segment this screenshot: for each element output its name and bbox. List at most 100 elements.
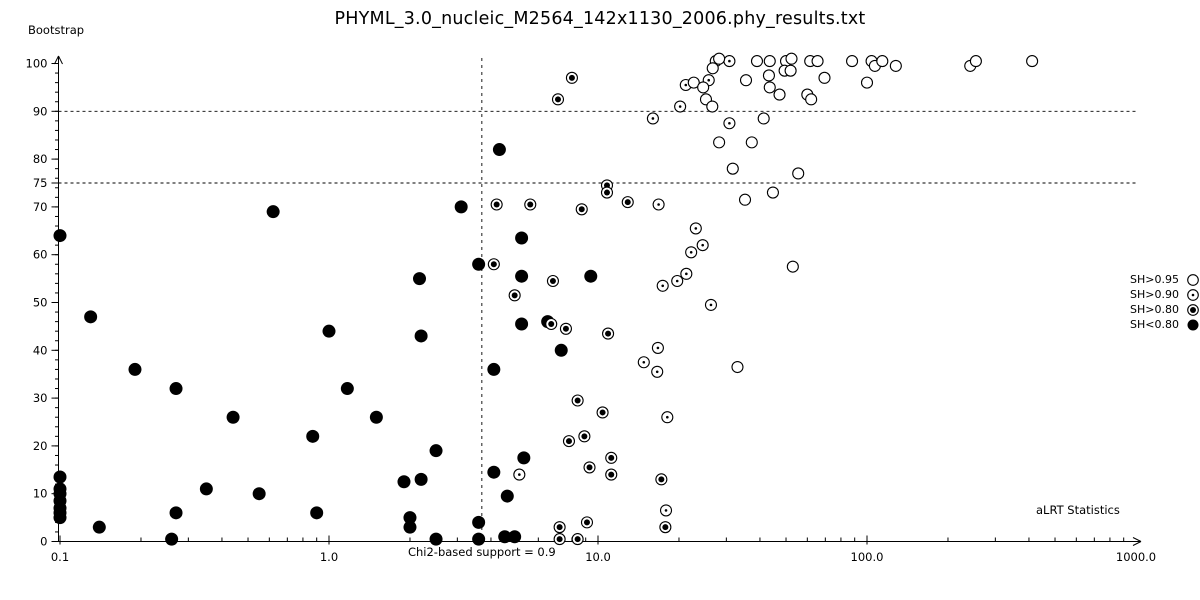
data-point-bullseye-circle (602, 327, 615, 340)
data-point-bullseye-circle (621, 196, 634, 209)
y-tick-label: 90 (33, 104, 48, 118)
data-point-filled-circle (53, 229, 67, 243)
legend-label: SH>0.90 (1130, 288, 1179, 301)
data-point-filled-circle (500, 489, 514, 503)
legend-item-sh-lt080: SH<0.80 (1108, 317, 1200, 332)
data-point-bullseye-circle (605, 451, 618, 464)
data-point-dot-circle (659, 504, 673, 517)
data-point-open-circle (811, 55, 824, 68)
data-point-open-circle (706, 62, 719, 75)
y-tick-label: 100 (26, 57, 48, 71)
legend-marker-glyph (1187, 303, 1199, 316)
data-point-filled-circle (414, 472, 428, 486)
data-point-dot-circle (689, 222, 702, 235)
data-point-filled-circle (226, 410, 240, 424)
data-point-open-circle (762, 69, 775, 82)
data-point-filled-circle (584, 269, 598, 283)
data-point-open-circle (763, 81, 776, 94)
data-point-dot-circle (680, 267, 693, 280)
legend-marker-glyph (1187, 319, 1199, 330)
x-axis-arrow (1132, 537, 1142, 542)
series-SH>0.90 (513, 55, 736, 517)
chi2-support-label: Chi2-based support = 0.9 (407, 545, 556, 559)
data-point-dot-circle (661, 411, 674, 424)
data-point-dot-circle (652, 198, 665, 211)
data-point-bullseye-circle (546, 274, 559, 288)
data-point-open-circle (750, 55, 764, 68)
data-point-filled-circle (413, 272, 427, 286)
data-point-filled-circle (515, 231, 529, 245)
data-point-filled-circle (554, 343, 568, 357)
data-point-dot-circle (723, 55, 736, 68)
data-point-open-circle (818, 71, 831, 84)
legend-label: SH<0.80 (1130, 318, 1179, 331)
chart-title: PHYML_3.0_nucleic_M2564_142x1130_2006.ph… (334, 9, 866, 29)
y-tick-label: 80 (33, 152, 48, 166)
y-tick-label: 60 (33, 248, 48, 262)
data-point-filled-circle (454, 200, 468, 214)
legend-marker-glyph (1187, 288, 1199, 301)
data-point-open-circle (697, 81, 710, 94)
data-point-filled-circle (92, 520, 106, 534)
y-tick-label: 30 (33, 391, 48, 405)
data-point-open-circle (785, 52, 798, 65)
series-SH>0.95 (687, 52, 1039, 374)
data-point-dot-circle (704, 298, 718, 311)
data-point-dot-circle (685, 246, 698, 259)
data-point-bullseye-circle (524, 198, 537, 211)
data-point-dot-circle (646, 112, 659, 125)
data-point-bullseye-circle (565, 71, 578, 84)
data-point-dot-circle (696, 239, 709, 252)
data-point-open-circle (706, 100, 719, 113)
data-point-bullseye-circle (490, 198, 503, 211)
data-point-filled-circle (487, 465, 501, 479)
data-point-open-circle (805, 93, 818, 106)
data-point-filled-circle (403, 511, 417, 525)
data-point-bullseye-circle (571, 394, 584, 407)
data-point-filled-circle (508, 530, 522, 544)
x-tick-label: 1.0 (320, 550, 338, 564)
data-point-open-circle (731, 360, 744, 374)
y-tick-label: 40 (33, 343, 48, 357)
data-point-dot-circle (674, 100, 687, 113)
data-point-bullseye-circle (508, 289, 521, 302)
data-point-filled-circle (472, 515, 486, 529)
data-point-dot-circle (656, 279, 669, 292)
data-point-bullseye-circle (578, 430, 591, 443)
data-point-filled-circle (53, 511, 67, 525)
data-point-bullseye-circle (487, 258, 500, 271)
data-point-open-circle (1026, 55, 1039, 68)
data-point-filled-circle (165, 532, 179, 546)
filled-circle-icon (1187, 319, 1199, 330)
data-point-bullseye-circle (583, 461, 596, 474)
data-point-filled-circle (429, 444, 443, 458)
y-tick-label: 75 (33, 176, 48, 190)
data-point-open-circle (763, 55, 776, 68)
data-point-filled-circle (403, 520, 417, 534)
series-SH<0.80 (53, 143, 598, 546)
data-point-bullseye-circle (551, 93, 565, 106)
x-tick-label: 100.0 (851, 550, 884, 564)
data-point-filled-circle (515, 317, 529, 331)
data-point-open-circle (846, 55, 859, 68)
data-point-open-circle (713, 52, 726, 65)
data-point-bullseye-circle (571, 533, 584, 546)
data-point-filled-circle (429, 532, 443, 546)
data-point-open-circle (766, 186, 779, 199)
data-point-dot-circle (671, 274, 684, 288)
y-tick-label: 10 (33, 487, 48, 501)
data-point-open-circle (739, 74, 753, 87)
data-point-filled-circle (369, 410, 383, 424)
open-circle-icon (1187, 273, 1199, 286)
series-SH>0.80 (487, 71, 672, 546)
data-point-open-circle (757, 112, 770, 125)
data-point-filled-circle (169, 506, 183, 520)
data-point-filled-circle (310, 506, 324, 520)
x-axis-arrow (1132, 541, 1142, 546)
data-point-filled-circle (487, 362, 501, 376)
y-tick-label: 0 (40, 535, 47, 549)
data-point-dot-circle (723, 117, 736, 130)
data-point-open-circle (792, 167, 805, 180)
